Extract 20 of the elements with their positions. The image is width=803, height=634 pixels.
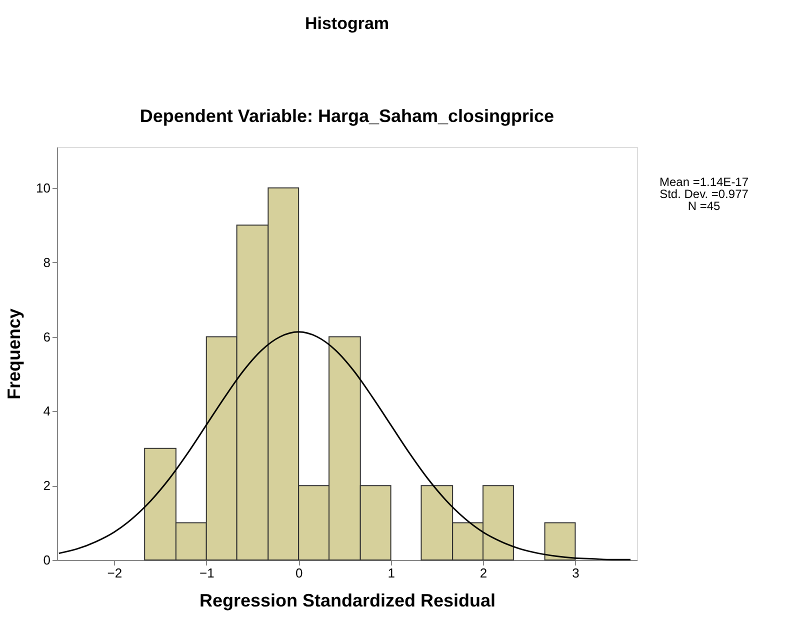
text: N =45: [688, 199, 720, 213]
text: Mean =1.14E-17: [659, 175, 749, 189]
chart-subtitle: Dependent Variable: Harga_Saham_closingprice: [140, 106, 554, 126]
y-tick-label: 8: [43, 254, 50, 270]
x-tick-label: 3: [572, 566, 580, 580]
text: Std. Dev. =0.977: [660, 187, 749, 201]
y-axis-title: Frequency: [4, 308, 24, 400]
y-tick-label: 6: [43, 329, 50, 344]
x-tick-label: −1: [199, 566, 214, 580]
x-axis-title: Regression Standardized Residual: [199, 590, 496, 610]
x-tick-label: −2: [107, 566, 122, 580]
y-tick-label: 10: [36, 180, 50, 196]
x-tick-label: 1: [388, 566, 395, 580]
y-tick-label: 4: [43, 404, 50, 419]
y-tick-label: 0: [43, 552, 50, 568]
x-tick-label: 0: [295, 566, 303, 580]
y-tick-label: 2: [43, 478, 50, 494]
chart-title: Histogram: [304, 14, 390, 33]
x-tick-label: 2: [480, 566, 488, 580]
line-series: [58, 331, 632, 560]
